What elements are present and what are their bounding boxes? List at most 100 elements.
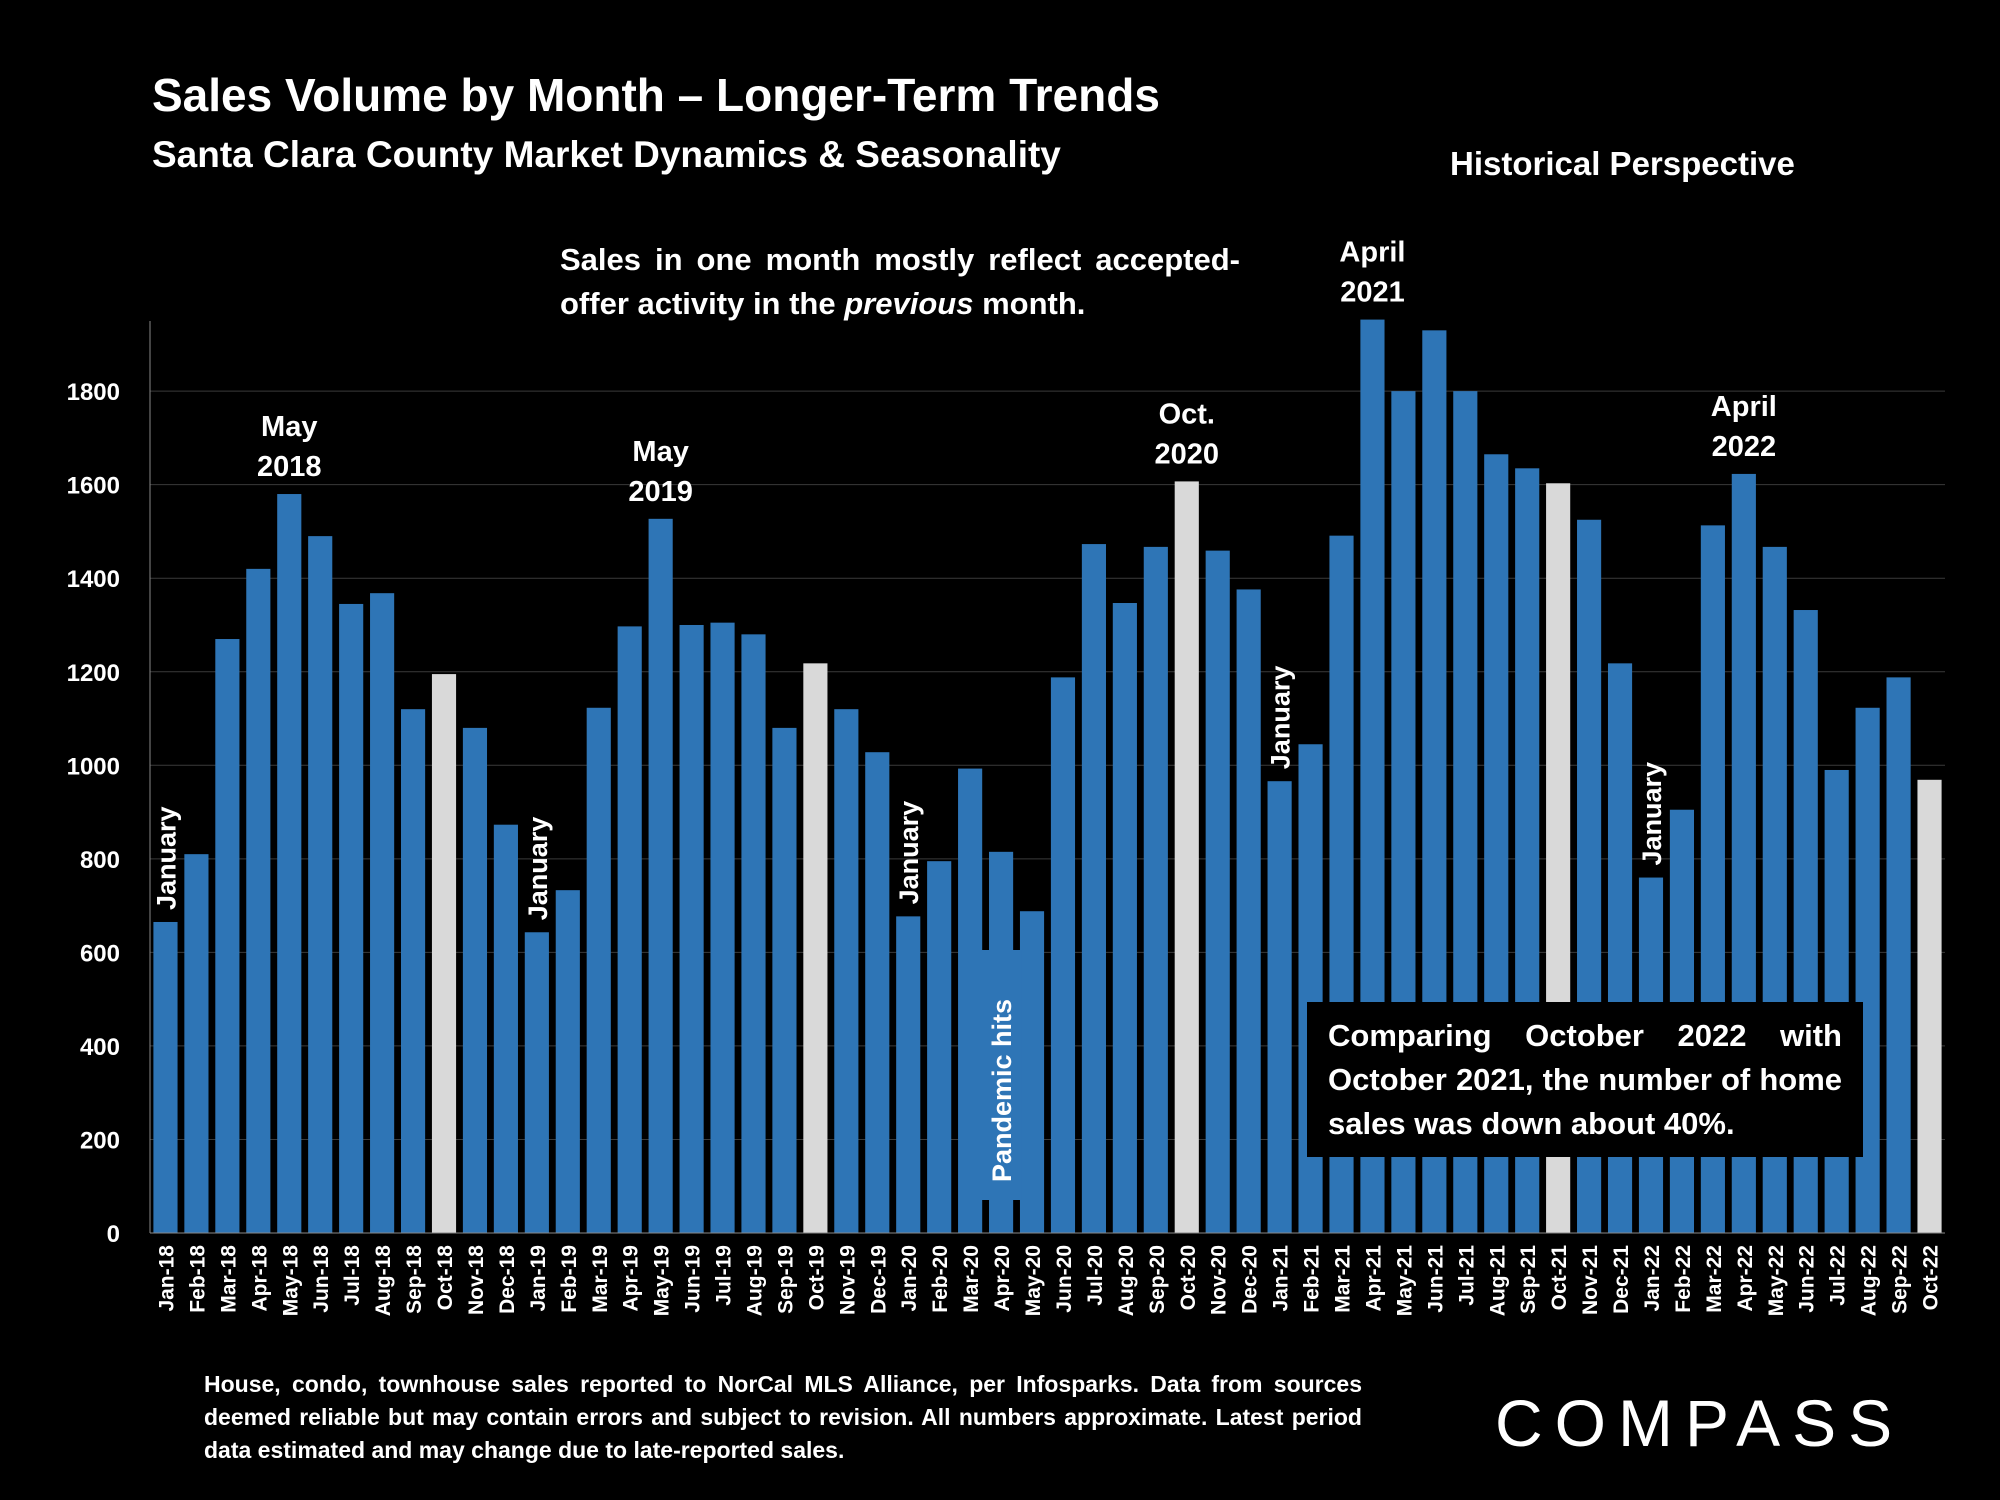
annotation-peak: Oct. 2020 [1155,398,1220,470]
bar-feb-20 [927,861,952,1233]
x-tick-label: Apr-20 [991,1245,1014,1312]
callout-box [1307,1002,1863,1157]
bar-oct-18 [431,674,457,1233]
bar-jun-19 [679,624,704,1233]
bar-oct-19 [803,663,828,1233]
x-tick-label: Jul-21 [1455,1245,1478,1306]
x-tick-label: Feb-19 [558,1245,581,1313]
bar-jan-19 [524,932,549,1233]
axes: 0 200 400 600 800 1000 1200 1400 1600 1800 Jan-18 F… [67,320,1945,1317]
bar-jun-20 [1050,677,1076,1233]
bar-dec-18 [493,824,518,1233]
annotation-january: January [151,806,181,910]
annotations: January May 2018 January May 2019 January Pande… [151,237,1777,1200]
chart-subtitle: Santa Clara County Market Dynamics & Sea… [152,134,1061,175]
x-tick-label: May-22 [1765,1245,1788,1316]
x-tick-label: Jun-20 [1053,1245,1076,1313]
annotation-january: January [1637,762,1667,866]
x-tick-label: Nov-18 [465,1245,488,1315]
x-tick-label: Jun-19 [682,1245,705,1313]
x-tick-label: Oct-19 [805,1245,828,1310]
y-tick-label: 0 [107,1221,120,1248]
bar-apr-18 [246,568,271,1233]
x-tick-label: Nov-19 [836,1245,859,1315]
bar-aug-19 [741,634,766,1233]
bar-feb-18 [184,854,209,1233]
x-tick-label: Feb-22 [1672,1245,1695,1313]
bar-sep-22 [1886,677,1911,1233]
bar-mar-18 [215,639,240,1233]
bar-jan-21 [1267,781,1292,1233]
x-tick-label: Oct-22 [1920,1245,1943,1310]
x-tick-label: Jan-19 [527,1245,550,1312]
bar-sep-18 [400,709,426,1233]
x-tick-label: Jul-22 [1827,1245,1850,1306]
y-tick-label: 600 [80,940,120,967]
x-tick-label: Jan-20 [898,1245,921,1312]
x-tick-label: Dec-21 [1610,1245,1633,1314]
bar-may-20 [1019,911,1045,1233]
annotation-peak: May 2019 [628,436,693,508]
x-tick-label: Aug-21 [1486,1245,1509,1316]
x-tick-label: Dec-19 [867,1245,890,1314]
x-tick-label: May-18 [279,1245,302,1317]
bar-jun-18 [308,536,333,1233]
bar-feb-19 [555,890,580,1233]
annotation-peak: April 2021 [1339,237,1405,309]
x-tick-label: Dec-20 [1239,1245,1262,1314]
perspective-label: Historical Perspective [1450,145,1795,182]
bar-aug-20 [1112,603,1137,1233]
bar-jul-20 [1081,544,1106,1233]
bar-jan-20 [896,916,921,1233]
pandemic-label-bg [981,950,1022,1200]
x-tick-label: Apr-19 [620,1245,643,1312]
callout-text: Comparing October 2022 with October 2021… [1328,1018,1842,1141]
source-footnote: House, condo, townhouse sales reported t… [204,1371,1362,1463]
x-tick-label: Oct-18 [434,1245,457,1311]
x-tick-label: May-19 [651,1245,674,1316]
bar-sep-19 [772,727,797,1233]
note-text-after: month. [973,286,1086,321]
bar-oct-22 [1917,779,1942,1233]
x-tick-label: Oct-21 [1548,1245,1571,1311]
bar-sep-20 [1143,546,1168,1233]
x-tick-label: Jan-21 [1270,1245,1293,1312]
bars [153,319,1942,1234]
x-tick-label: Jan-22 [1641,1245,1664,1312]
y-tick-label: 800 [80,847,120,874]
x-tick-label: Apr-18 [248,1245,271,1312]
bar-may-19 [648,518,673,1233]
x-tick-label: Jan-18 [155,1245,178,1312]
chart-title: Sales Volume by Month – Longer-Term Tren… [152,69,1160,121]
note-text-before: Sales in one month mostly reflect accept… [560,242,1240,321]
x-tick-label: Feb-18 [186,1245,209,1313]
annotation-january: January [1266,666,1296,770]
x-tick-label: May-20 [1022,1245,1045,1316]
x-tick-label: Aug-18 [372,1245,395,1316]
chart-note: Sales in one month mostly reflect accept… [560,238,1240,326]
compass-logo: COMPASS [1495,1386,1905,1460]
annotation-january: January [894,801,924,905]
x-tick-label: Jul-19 [713,1245,736,1306]
bar-nov-18 [462,727,488,1233]
x-tick-label: Apr-21 [1362,1245,1385,1312]
x-tick-label: Sep-18 [403,1245,426,1314]
annotation-peak: May 2018 [257,411,322,483]
bar-mar-19 [586,707,611,1233]
annotation-january: January [523,817,553,921]
x-tick-label: Jul-20 [1084,1245,1107,1306]
bar-may-18 [277,494,302,1233]
x-tick-label: Sep-22 [1889,1245,1912,1314]
x-tick-label: Mar-18 [217,1245,240,1313]
x-tick-label: Mar-20 [960,1245,983,1313]
x-tick-label: Mar-22 [1703,1245,1726,1313]
bar-apr-19 [617,626,642,1233]
y-tick-label: 1000 [67,753,120,780]
x-tick-label: Nov-21 [1579,1245,1602,1315]
annotation-peak: April 2022 [1711,391,1777,463]
y-tick-label: 400 [80,1034,120,1061]
x-tick-label: Jul-18 [341,1245,364,1306]
x-tick-label: Dec-18 [496,1245,519,1314]
x-tick-label: Sep-20 [1146,1245,1169,1314]
x-tick-label: Sep-21 [1517,1245,1540,1314]
